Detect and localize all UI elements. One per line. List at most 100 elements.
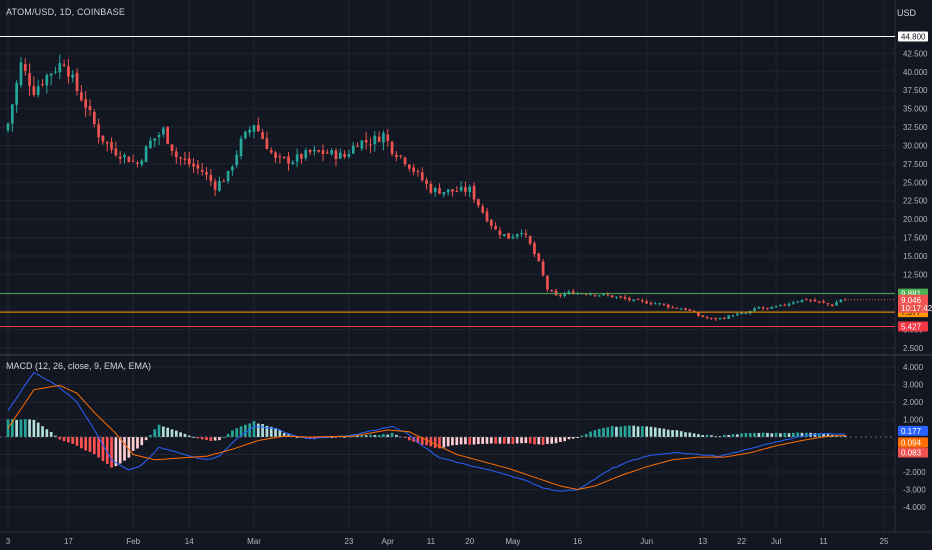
candle-body xyxy=(71,74,75,78)
candle-body xyxy=(114,148,118,156)
candle-body xyxy=(343,153,346,157)
macd-histogram-bar xyxy=(62,437,66,442)
macd-histogram-bar xyxy=(489,437,493,444)
candle-body xyxy=(123,155,126,158)
candle-body xyxy=(282,156,286,158)
macd-histogram-bar xyxy=(382,434,385,437)
candle-body xyxy=(278,156,282,158)
candle-body xyxy=(382,133,385,143)
macd-value-tag: 0.177 xyxy=(901,427,922,436)
candle-body xyxy=(213,181,217,190)
candle-body xyxy=(248,129,251,133)
price-axis-tick: 30.000 xyxy=(903,141,928,150)
price-axis-tick: 32.500 xyxy=(903,123,928,132)
candle-body xyxy=(636,298,640,300)
macd-histogram-bar xyxy=(407,437,411,441)
macd-histogram-bar xyxy=(23,419,27,437)
macd-histogram-bar xyxy=(684,432,687,437)
macd-histogram-bar xyxy=(429,437,433,447)
candle-body xyxy=(179,157,182,159)
macd-histogram-bar xyxy=(658,428,661,437)
candle-body xyxy=(407,164,411,169)
candle-body xyxy=(308,150,312,153)
macd-histogram-bar xyxy=(571,437,575,439)
macd-histogram-bar xyxy=(731,434,735,437)
symbol-title[interactable]: ATOM/USD, 1D, COINBASE xyxy=(6,7,126,17)
candle-body xyxy=(295,154,299,162)
time-axis-tick: 22 xyxy=(737,537,746,546)
candle-body xyxy=(45,74,49,86)
time-axis-tick: 13 xyxy=(698,537,707,546)
macd-histogram-bar xyxy=(114,437,118,467)
candle-body xyxy=(464,187,467,192)
macd-indicator-title[interactable]: MACD (12, 26, close, 9, EMA, EMA) xyxy=(6,361,152,371)
candle-body xyxy=(839,299,843,303)
macd-line xyxy=(7,372,846,492)
candle-body xyxy=(84,99,88,108)
macd-histogram-bar xyxy=(41,426,44,437)
candle-body xyxy=(559,295,562,297)
candle-body xyxy=(231,166,234,171)
candle-body xyxy=(498,230,502,235)
candle-body xyxy=(369,144,372,146)
candle-body xyxy=(170,144,174,152)
macd-histogram-bar xyxy=(278,430,282,437)
macd-histogram-bar xyxy=(826,434,830,437)
candle-body xyxy=(787,303,791,306)
candle-body xyxy=(619,296,623,298)
price-axis-tick: 25.000 xyxy=(903,178,928,187)
macd-histogram-bar xyxy=(662,428,666,437)
macd-histogram-bar xyxy=(632,425,636,437)
macd-axis-tick: -2.000 xyxy=(903,468,926,477)
horizontal-price-lines[interactable] xyxy=(0,35,895,327)
time-axis-tick: 16 xyxy=(573,537,582,546)
candle-body xyxy=(554,290,558,296)
macd-histogram-bar xyxy=(274,427,277,437)
candle-body xyxy=(688,309,692,311)
time-axis-tick: 3 xyxy=(6,537,11,546)
macd-histogram-bar xyxy=(356,435,359,437)
macd-histogram-bar xyxy=(580,435,584,437)
candle-body xyxy=(118,156,122,159)
macd-histogram-bar xyxy=(623,425,627,437)
macd-histogram-bar xyxy=(364,435,368,437)
macd-axis-tick: 2.000 xyxy=(903,398,924,407)
price-axis-tick: 17.500 xyxy=(903,234,928,243)
candle-body xyxy=(183,158,187,160)
candle-body xyxy=(628,298,631,301)
macd-histogram-bar xyxy=(606,427,610,437)
candle-body xyxy=(101,135,105,142)
price-axis-tick: 15.000 xyxy=(903,252,928,261)
macd-histogram-bar xyxy=(170,429,174,437)
macd-histogram-bar xyxy=(554,437,558,444)
macd-histogram-bar xyxy=(347,436,351,438)
candle-body xyxy=(412,167,415,172)
candle-body xyxy=(567,291,571,294)
candle-body xyxy=(468,186,472,192)
macd-histogram-bar xyxy=(576,437,579,438)
macd-histogram-bar xyxy=(58,437,62,440)
macd-histogram-bar xyxy=(744,433,748,437)
macd-histogram-bar xyxy=(666,429,670,437)
candle-body xyxy=(313,149,316,152)
price-axis-tick: 42.500 xyxy=(903,49,928,58)
candle-body xyxy=(377,136,381,142)
macd-histogram-bar xyxy=(610,426,614,437)
macd-histogram-bar xyxy=(710,435,713,437)
macd-histogram-bar xyxy=(602,427,605,437)
macd-histogram-bar xyxy=(779,433,782,437)
candle-body xyxy=(10,104,14,124)
candle-body xyxy=(446,189,450,193)
price-axis-tick: 12.500 xyxy=(903,270,928,279)
candle-body xyxy=(796,301,800,303)
macd-histogram-bar xyxy=(740,433,743,437)
candle-body xyxy=(15,82,18,105)
candle-body xyxy=(489,220,493,226)
candle-body xyxy=(766,307,769,309)
candle-body xyxy=(166,126,170,144)
macd-histogram-bar xyxy=(559,437,562,442)
candle-body xyxy=(36,86,40,95)
macd-histogram-bar xyxy=(304,437,308,439)
macd-histogram-bar xyxy=(377,435,381,437)
